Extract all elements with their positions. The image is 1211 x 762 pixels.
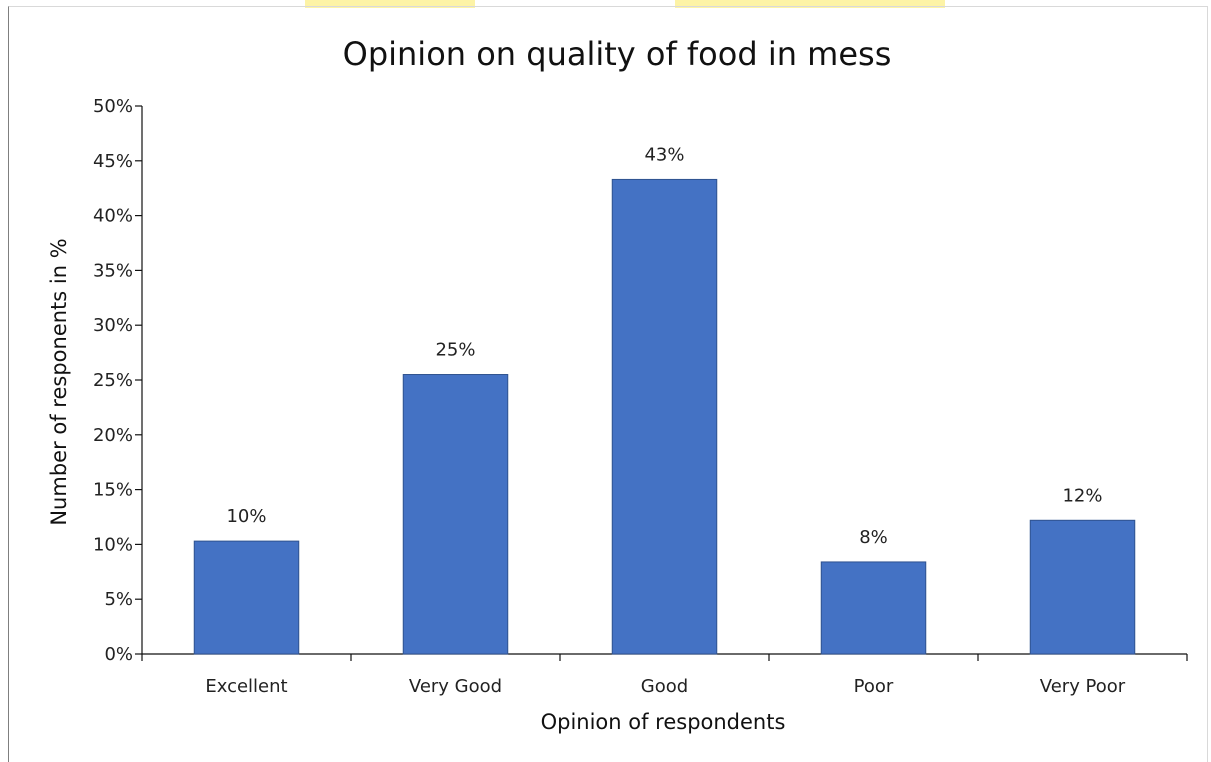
x-tick-label: Excellent: [205, 676, 287, 697]
watermark-fragment-left: [305, 0, 475, 8]
bar: [193, 540, 300, 655]
bars: [193, 178, 1136, 655]
watermark-strip: [0, 0, 1211, 20]
chart-frame: [8, 6, 1208, 762]
x-tick-label: Poor: [854, 676, 894, 697]
y-tick-label: 25%: [93, 370, 133, 391]
y-tick-label: 35%: [93, 260, 133, 281]
bar: [820, 561, 927, 655]
y-tick-label: 20%: [93, 425, 133, 446]
y-tick-label: 0%: [104, 644, 133, 665]
y-tick-label: 45%: [93, 151, 133, 172]
data-label: 25%: [435, 340, 475, 361]
bar: [1029, 519, 1136, 655]
data-label: 43%: [644, 144, 684, 165]
y-tick-label: 30%: [93, 315, 133, 336]
x-tick-label: Good: [641, 676, 688, 697]
x-tick-label: Very Poor: [1040, 676, 1126, 697]
y-axis-title: Number of responents in %: [47, 238, 71, 525]
watermark-fragment-right: [675, 0, 945, 8]
x-axis-title: Opinion of respondents: [541, 710, 786, 734]
x-axis: Excellent Very Good Good Poor Very Poor: [141, 653, 1188, 697]
y-tick-label: 5%: [104, 589, 133, 610]
bar: [611, 178, 718, 655]
y-tick-label: 15%: [93, 480, 133, 501]
chart-title: Opinion on quality of food in mess: [343, 35, 892, 73]
data-label: 8%: [859, 527, 888, 548]
data-label: 12%: [1062, 485, 1102, 506]
y-tick-label: 50%: [93, 96, 133, 117]
y-tick-label: 10%: [93, 534, 133, 555]
data-label: 10%: [226, 506, 266, 527]
y-axis: 0% 5% 10% 15% 20% 25% 30% 35% 40% 45% 50%: [93, 96, 143, 665]
data-labels: 10% 25% 43% 8% 12%: [226, 144, 1102, 548]
x-tick-label: Very Good: [409, 676, 502, 697]
bar: [402, 374, 509, 655]
y-tick-label: 40%: [93, 206, 133, 227]
